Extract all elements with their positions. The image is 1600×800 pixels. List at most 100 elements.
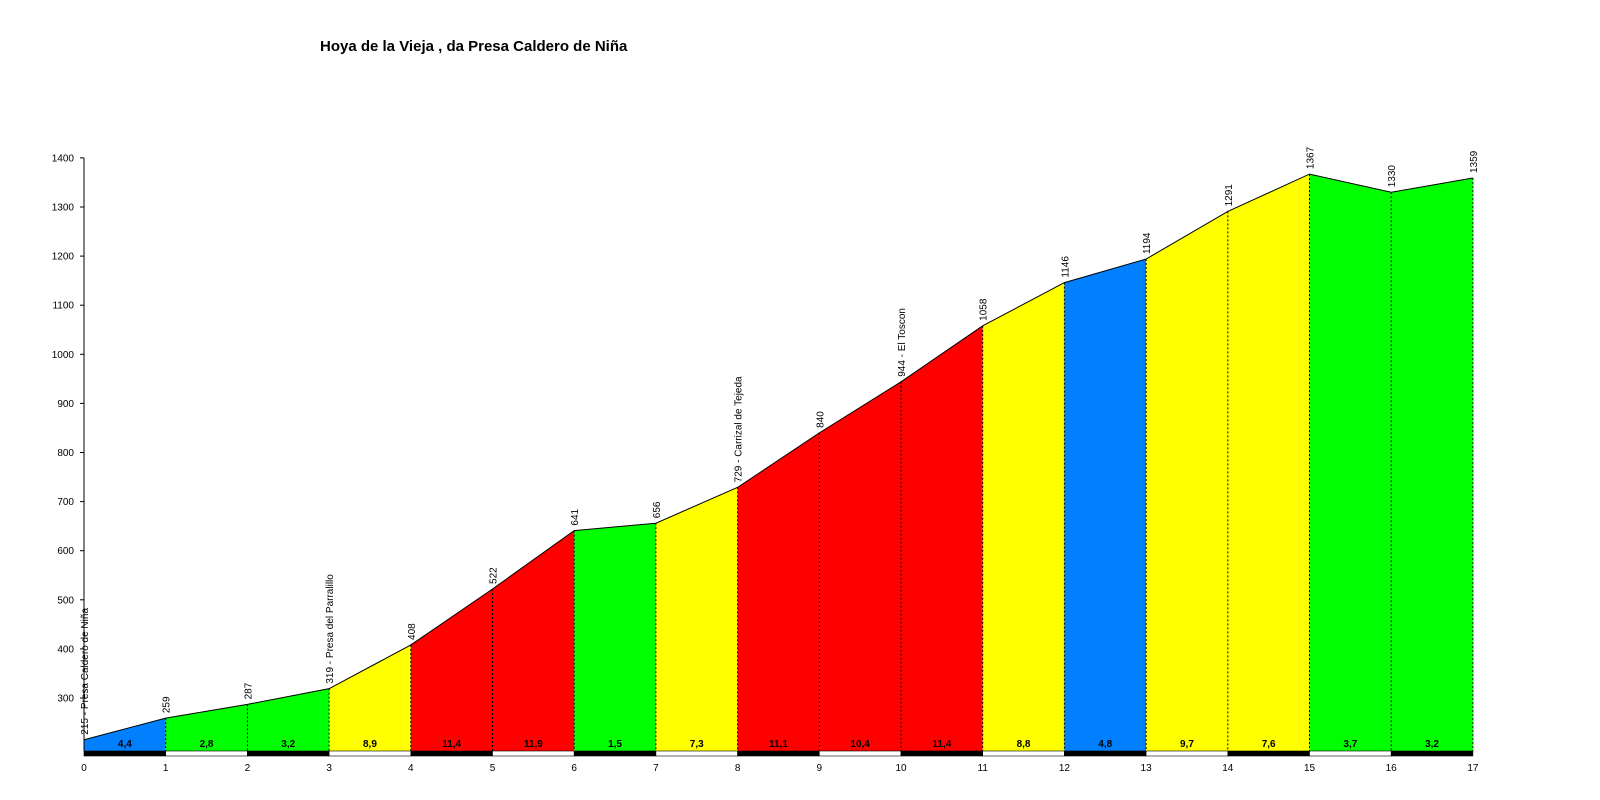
segment-area bbox=[574, 523, 656, 751]
grade-label: 8,9 bbox=[363, 739, 377, 750]
distance-bar-block bbox=[1309, 750, 1392, 757]
y-tick-label: 300 bbox=[57, 694, 74, 705]
x-tick-label: 6 bbox=[571, 763, 577, 774]
grade-label: 2,8 bbox=[200, 739, 214, 750]
elevation-label: 259 bbox=[162, 696, 173, 713]
x-tick-label: 7 bbox=[653, 763, 659, 774]
segment-area bbox=[165, 704, 248, 751]
y-tick-label: 900 bbox=[57, 399, 74, 410]
distance-bar-block bbox=[1145, 750, 1229, 757]
grade-label: 4,4 bbox=[118, 739, 132, 750]
distance-bar-block bbox=[328, 750, 412, 757]
elevation-label: 840 bbox=[815, 411, 826, 428]
segment-area bbox=[901, 325, 983, 751]
distance-bar-block bbox=[982, 750, 1065, 757]
elevation-label: 1291 bbox=[1224, 184, 1235, 207]
grade-label: 7,6 bbox=[1262, 739, 1276, 750]
segment-area bbox=[84, 718, 166, 751]
y-tick-label: 1400 bbox=[52, 153, 75, 164]
x-tick-label: 8 bbox=[735, 763, 741, 774]
grade-label: 1,5 bbox=[608, 739, 622, 750]
y-tick-label: 1300 bbox=[52, 203, 75, 214]
elevation-label: 215 - Presa Caldero de Niña bbox=[80, 608, 91, 735]
y-tick-label: 1200 bbox=[52, 252, 75, 263]
distance-bar-block bbox=[1390, 750, 1474, 757]
y-tick-label: 500 bbox=[57, 595, 74, 606]
y-tick-label: 400 bbox=[57, 644, 74, 655]
grade-label: 7,3 bbox=[690, 739, 704, 750]
x-tick-label: 9 bbox=[817, 763, 823, 774]
y-tick-label: 800 bbox=[57, 448, 74, 459]
segment-area bbox=[329, 644, 411, 751]
segment-area bbox=[247, 688, 330, 751]
elevation-label: 729 - Carrizal de Tejeda bbox=[734, 376, 745, 482]
grade-label: 9,7 bbox=[1180, 739, 1194, 750]
elevation-label: 1359 bbox=[1469, 150, 1480, 173]
elevation-label: 656 bbox=[652, 501, 663, 518]
x-tick-label: 4 bbox=[408, 763, 414, 774]
distance-bar-block bbox=[737, 750, 820, 757]
x-tick-label: 15 bbox=[1304, 763, 1316, 774]
elevation-label: 1194 bbox=[1142, 232, 1153, 254]
x-tick-label: 13 bbox=[1141, 763, 1153, 774]
elevation-label: 944 - El Toscon bbox=[897, 308, 908, 377]
elevation-label: 319 - Presa del Parralillo bbox=[325, 574, 336, 684]
y-tick-label: 1000 bbox=[52, 350, 75, 361]
distance-bar-block bbox=[247, 750, 330, 757]
segment-area bbox=[1391, 178, 1473, 751]
elevation-label: 408 bbox=[407, 623, 418, 640]
distance-bar-block bbox=[492, 750, 575, 757]
grade-label: 4,8 bbox=[1098, 739, 1112, 750]
x-tick-label: 2 bbox=[245, 763, 251, 774]
chart-title: Hoya de la Vieja , da Presa Caldero de N… bbox=[320, 38, 628, 55]
distance-bar-block bbox=[1064, 750, 1147, 757]
segment-area bbox=[982, 282, 1065, 751]
elevation-label: 1367 bbox=[1306, 146, 1317, 169]
profile-line bbox=[83, 173, 1473, 741]
distance-bar-block bbox=[818, 750, 902, 757]
segment-area bbox=[1146, 211, 1228, 751]
elevation-label: 287 bbox=[243, 682, 254, 699]
distance-bar-block bbox=[410, 750, 493, 757]
grade-label: 8,8 bbox=[1017, 739, 1031, 750]
elevation-label: 1146 bbox=[1060, 256, 1071, 278]
grade-label: 10,4 bbox=[850, 739, 870, 750]
x-tick-label: 14 bbox=[1222, 763, 1234, 774]
grade-label: 3,7 bbox=[1343, 739, 1357, 750]
x-tick-label: 10 bbox=[895, 763, 907, 774]
distance-bar-block bbox=[900, 750, 983, 757]
segment-area bbox=[1309, 174, 1392, 751]
segment-area bbox=[1227, 174, 1310, 751]
y-tick-label: 600 bbox=[57, 546, 74, 557]
distance-bar-block bbox=[655, 750, 738, 757]
segment-area bbox=[410, 588, 493, 751]
distance-bar-block bbox=[83, 750, 166, 757]
grade-label: 11,4 bbox=[442, 739, 461, 750]
y-tick-label: 1100 bbox=[52, 301, 74, 312]
elevation-label: 522 bbox=[489, 567, 500, 584]
x-tick-label: 12 bbox=[1059, 763, 1071, 774]
x-tick-label: 11 bbox=[978, 763, 989, 774]
segment-area bbox=[819, 381, 901, 751]
grade-label: 11,9 bbox=[524, 739, 543, 750]
x-tick-label: 3 bbox=[326, 763, 332, 774]
x-tick-label: 1 bbox=[163, 763, 169, 774]
grade-label: 3,2 bbox=[1425, 739, 1439, 750]
distance-bar-block bbox=[573, 750, 657, 757]
y-tick-label: 700 bbox=[57, 497, 74, 508]
segment-area bbox=[655, 487, 738, 751]
elevation-label: 1330 bbox=[1387, 165, 1398, 188]
grade-label: 3,2 bbox=[281, 739, 295, 750]
grade-label: 11,4 bbox=[932, 739, 951, 750]
grade-label: 11,1 bbox=[769, 739, 788, 750]
distance-bar-block bbox=[165, 750, 248, 757]
segment-area bbox=[737, 432, 820, 751]
distance-bar-block bbox=[1227, 750, 1310, 757]
x-tick-label: 5 bbox=[490, 763, 496, 774]
segment-area bbox=[492, 530, 575, 751]
elevation-label: 1058 bbox=[979, 298, 990, 321]
x-tick-label: 17 bbox=[1467, 763, 1479, 774]
x-tick-label: 16 bbox=[1386, 763, 1398, 774]
elevation-label: 641 bbox=[570, 508, 581, 525]
